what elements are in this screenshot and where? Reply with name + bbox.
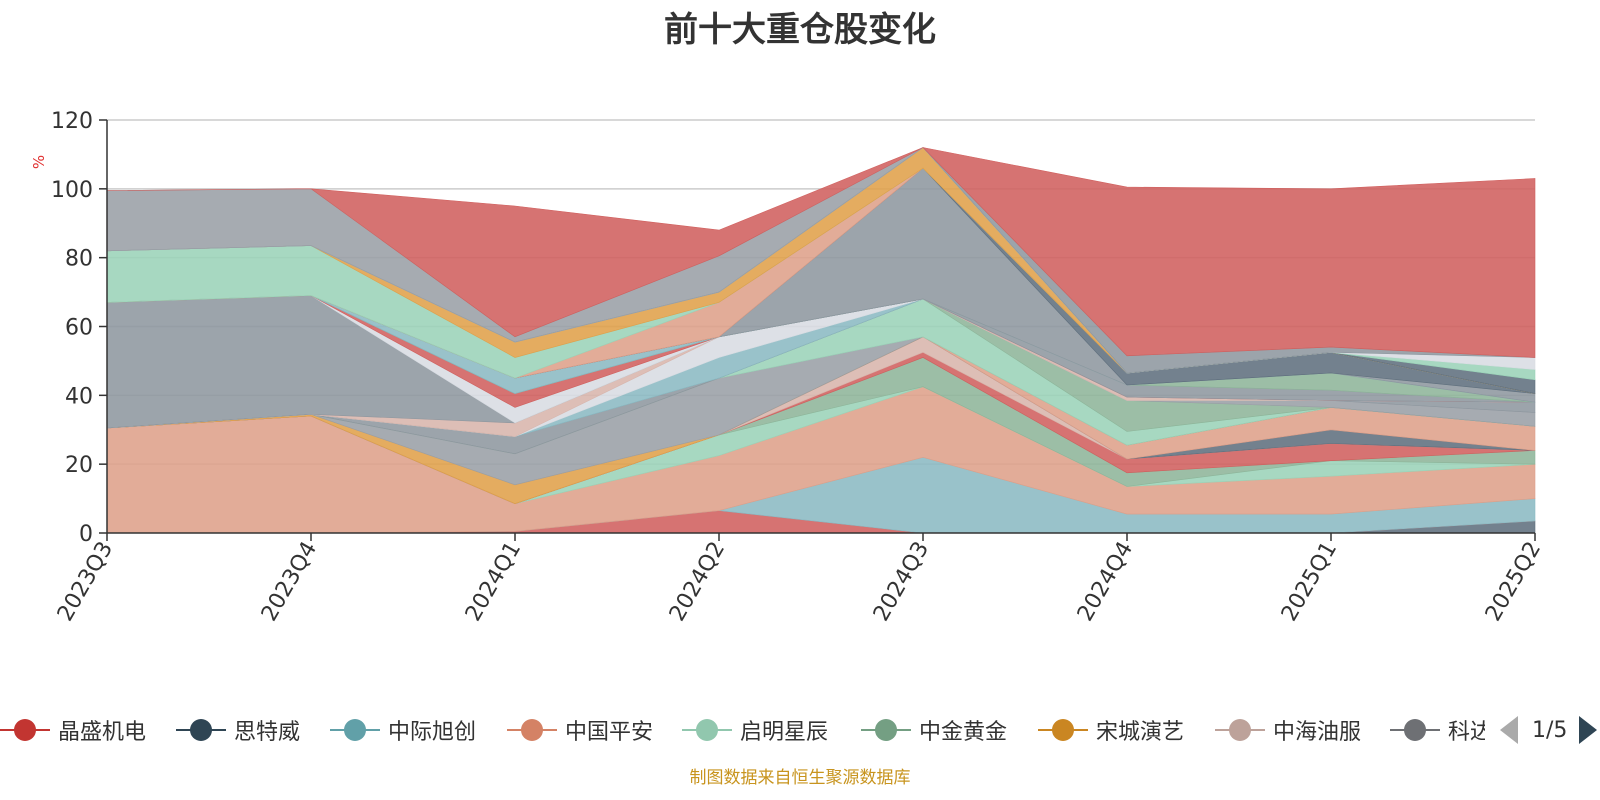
- legend-label: 思特威: [234, 720, 301, 745]
- legend-item[interactable]: 思特威: [176, 712, 300, 748]
- source-note: 制图数据来自恒生聚源数据库: [689, 768, 911, 788]
- x-tick-label: 2024Q1: [461, 538, 526, 626]
- x-tick-label: 2025Q2: [1481, 538, 1546, 626]
- legend-item[interactable]: 中海油服: [1215, 712, 1361, 748]
- legend-label: 启明星辰: [740, 720, 829, 745]
- legend-item[interactable]: 中国平安: [507, 712, 653, 748]
- legend-pager: 1/5: [1500, 712, 1598, 748]
- legend-item[interactable]: 启明星辰: [682, 712, 828, 748]
- x-tick-label: 2023Q4: [257, 538, 322, 626]
- x-tick-label: 2024Q3: [869, 538, 934, 626]
- y-tick-label: 100: [51, 178, 93, 203]
- x-tick-label: 2024Q4: [1073, 538, 1138, 626]
- legend-label: 中际旭创: [388, 720, 477, 745]
- legend: 晶盛机电 思特威 中际旭创 中国平安 启明星辰 中金黄金 宋城演艺 中海油服 科达利 1/5: [0, 712, 1600, 752]
- legend-marker-icon: [507, 712, 557, 748]
- y-tick-label: 40: [65, 384, 93, 409]
- y-axis-label: %: [30, 155, 48, 169]
- x-tick-label: 2023Q3: [53, 538, 118, 626]
- legend-marker-icon: [861, 712, 911, 748]
- legend-label: 中金黄金: [919, 720, 1008, 745]
- y-tick-label: 60: [65, 316, 93, 341]
- legend-marker-icon: [0, 712, 50, 748]
- legend-marker-icon: [682, 712, 732, 748]
- legend-prev-arrow-icon[interactable]: [1500, 716, 1518, 744]
- legend-next-arrow-icon[interactable]: [1579, 716, 1598, 744]
- legend-item[interactable]: 中际旭创: [330, 712, 476, 748]
- legend-marker-icon: [176, 712, 226, 748]
- legend-item[interactable]: 中金黄金: [861, 712, 1007, 748]
- legend-page-indicator: 1/5: [1532, 717, 1568, 743]
- chart-title: 前十大重仓股变化: [664, 10, 936, 50]
- legend-label: 中国平安: [565, 720, 654, 745]
- y-tick-label: 20: [65, 453, 93, 478]
- legend-label: 晶盛机电: [58, 720, 147, 745]
- legend-marker-icon: [1038, 712, 1088, 748]
- legend-marker-icon: [1215, 712, 1265, 748]
- legend-marker-icon: [1390, 712, 1440, 748]
- legend-label: 中海油服: [1273, 720, 1362, 745]
- y-tick-label: 120: [51, 109, 93, 134]
- legend-item[interactable]: 科达利: [1390, 712, 1485, 748]
- y-tick-label: 0: [79, 522, 93, 547]
- chart-area: 0 20 40 60 80 100 120 2023Q3 2023Q4 2024Q1 2024Q2 2…: [30, 109, 1546, 626]
- legend-label: 宋城演艺: [1096, 720, 1185, 745]
- legend-items: 晶盛机电 思特威 中际旭创 中国平安 启明星辰 中金黄金 宋城演艺 中海油服 科达利: [0, 712, 1485, 752]
- legend-item[interactable]: 宋城演艺: [1038, 712, 1184, 748]
- area-series-35: [106, 147, 1536, 358]
- y-tick-label: 80: [65, 247, 93, 272]
- x-tick-label: 2025Q1: [1277, 538, 1342, 626]
- legend-label: 科达利: [1448, 720, 1485, 745]
- x-tick-label: 2024Q2: [665, 538, 730, 626]
- legend-item[interactable]: 晶盛机电: [0, 712, 146, 748]
- legend-marker-icon: [330, 712, 380, 748]
